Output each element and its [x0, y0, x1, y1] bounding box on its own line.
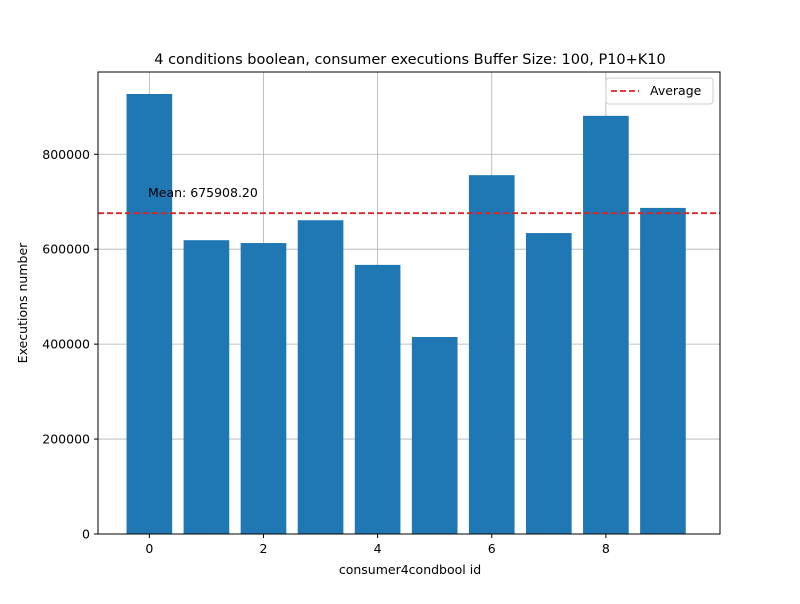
bar-7: [525, 233, 572, 535]
mean-annotation: Mean: 675908.20: [148, 185, 258, 200]
legend-box: [605, 77, 714, 105]
bar-6: [468, 175, 515, 535]
y-tick-label: 400000: [42, 337, 90, 352]
bars: [126, 94, 686, 535]
bar-3: [297, 220, 344, 534]
y-tick-label: 0: [82, 527, 90, 542]
axis-ticks: 0 2 4 6 8 0 200000 400000 600000 800000: [42, 147, 610, 556]
bar-0: [126, 94, 173, 534]
bar-9: [640, 207, 686, 534]
y-axis-label: Executions number: [15, 242, 30, 363]
bar-2: [240, 243, 287, 534]
bar-8: [583, 115, 629, 535]
legend-label-average: Average: [650, 83, 702, 98]
x-axis-label: consumer4condbool id: [339, 562, 481, 577]
x-tick-label: 0: [145, 541, 153, 556]
x-tick-label: 6: [488, 541, 496, 556]
x-tick-label: 2: [260, 541, 268, 556]
bar-1: [183, 240, 230, 534]
chart-title: 4 conditions boolean, consumer execution…: [154, 52, 666, 68]
x-tick-label: 8: [602, 541, 610, 556]
bar-4: [354, 264, 401, 534]
plot-frame: [97, 71, 721, 535]
bar-5: [411, 337, 458, 534]
y-tick-label: 800000: [42, 147, 90, 162]
y-tick-label: 200000: [42, 432, 90, 447]
y-tick-label: 600000: [42, 242, 90, 257]
x-tick-label: 4: [374, 541, 382, 556]
legend: Average: [605, 77, 714, 105]
